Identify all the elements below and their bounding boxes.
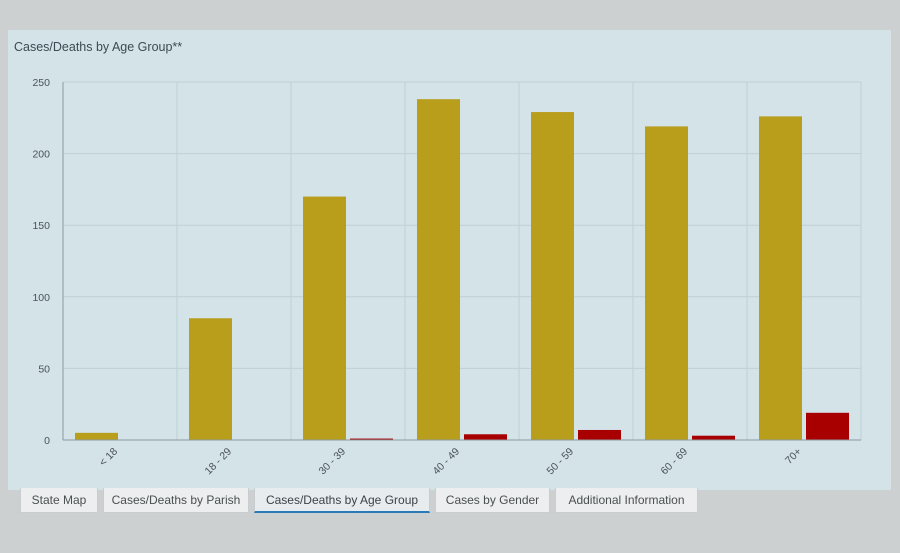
tab-cases-deaths-by-age-group[interactable]: Cases/Deaths by Age Group xyxy=(254,488,430,513)
tab-cases-deaths-by-parish[interactable]: Cases/Deaths by Parish xyxy=(103,488,249,513)
y-tick-label: 250 xyxy=(32,77,50,89)
bar-cases xyxy=(417,99,460,441)
x-tick-label: 40 - 49 xyxy=(431,446,463,478)
tab-cases-by-gender[interactable]: Cases by Gender xyxy=(435,488,550,513)
bar-cases xyxy=(75,432,118,440)
bar-chart: 0 50 100 150 200 250 < 18 18 - 29 30 - 39 40 - 49… xyxy=(32,77,862,478)
bar-deaths xyxy=(464,434,507,440)
x-tick-label: 18 - 29 xyxy=(203,446,235,478)
bar-deaths xyxy=(578,429,621,440)
bar-deaths xyxy=(806,412,849,440)
x-tick-label: 60 - 69 xyxy=(659,446,691,478)
x-tick-label: 30 - 39 xyxy=(317,446,349,478)
y-tick-label: 50 xyxy=(38,363,50,375)
bar-cases xyxy=(759,116,802,441)
bar-cases xyxy=(303,196,346,440)
y-tick-label: 200 xyxy=(32,149,50,161)
bar-cases xyxy=(189,318,232,440)
y-tick-label: 150 xyxy=(32,220,50,232)
x-tick-label: < 18 xyxy=(97,446,120,469)
tab-state-map[interactable]: State Map xyxy=(20,488,98,513)
x-tick-label: 50 - 59 xyxy=(545,446,577,478)
bar-cases xyxy=(531,112,574,441)
bar-cases xyxy=(645,126,688,440)
chart-title: Cases/Deaths by Age Group** xyxy=(14,40,183,54)
x-tick-label: 70+ xyxy=(783,446,804,467)
y-tick-label: 100 xyxy=(32,292,50,304)
y-tick-label: 0 xyxy=(44,435,50,447)
tab-additional-information[interactable]: Additional Information xyxy=(555,488,698,513)
bar-deaths xyxy=(692,435,735,440)
chart-panel: Cases/Deaths by Age Group** 0 50 100 150 200… xyxy=(8,30,891,490)
bar-deaths xyxy=(350,438,393,440)
